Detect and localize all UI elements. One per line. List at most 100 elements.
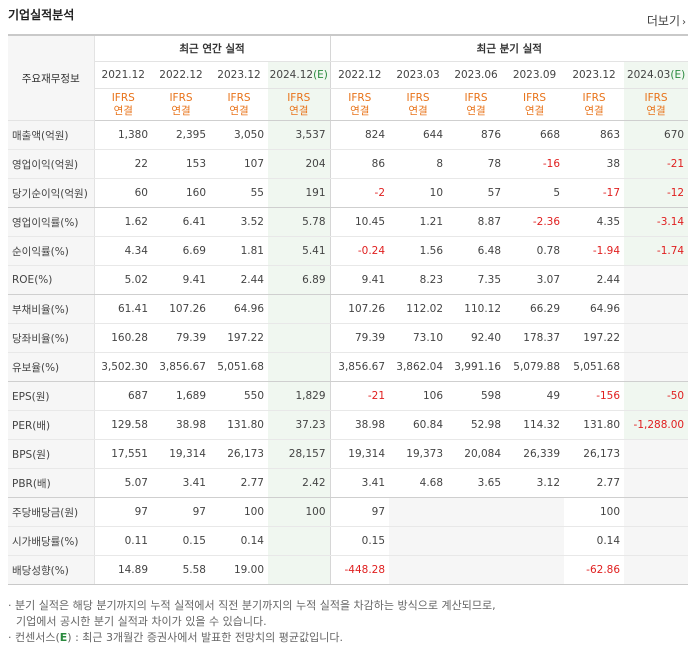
table-row: 영업이익(억원) 22 153 107 204 86 8 78 -16 38 -21 xyxy=(8,149,689,179)
value-cell: -156 xyxy=(564,381,625,411)
value-cell: 64.96 xyxy=(210,294,268,324)
value-cell: 2,395 xyxy=(152,120,210,150)
period-label: 2022.12 xyxy=(159,69,203,81)
value-cell: 79.39 xyxy=(152,323,210,353)
value-cell: -1.94 xyxy=(564,236,625,266)
value-cell: 687 xyxy=(94,381,152,411)
ifrs-label: IFRS xyxy=(522,91,547,104)
value-cell xyxy=(624,323,689,353)
footnote-1-cont: 기업에서 공시한 분기 실적과 차이가 있을 수 있습니다. xyxy=(16,615,267,628)
ifrs-label: IFRS xyxy=(227,91,251,104)
period-header: 2022.12 xyxy=(329,61,390,89)
value-cell: 8 xyxy=(389,149,448,179)
value-cell: 19,373 xyxy=(389,439,448,469)
value-cell: 26,173 xyxy=(210,439,268,469)
value-cell: 5,079.88 xyxy=(505,352,565,382)
consolidated-label: 연결 xyxy=(408,104,428,117)
value-cell: 5,051.68 xyxy=(564,352,625,382)
row-label: 시가배당률(%) xyxy=(8,526,95,556)
value-cell: -12 xyxy=(624,178,689,208)
consolidated-label: 연결 xyxy=(466,104,486,117)
value-cell: 6.48 xyxy=(447,236,506,266)
value-cell: 3,856.67 xyxy=(329,352,390,382)
value-cell: 28,157 xyxy=(268,439,331,469)
value-cell: 100 xyxy=(564,497,625,527)
value-cell: 9.41 xyxy=(329,265,390,295)
value-cell: -2.36 xyxy=(505,207,565,237)
more-label[interactable]: 더보기 xyxy=(646,14,680,28)
period-header: 2024.03(E) xyxy=(624,61,689,89)
value-cell: 129.58 xyxy=(94,410,152,440)
value-cell xyxy=(268,555,331,585)
value-cell: 26,339 xyxy=(505,439,565,469)
row-label: 당기순이익(억원) xyxy=(8,178,95,208)
value-cell: 191 xyxy=(268,178,331,208)
value-cell: 55 xyxy=(210,178,268,208)
value-cell xyxy=(447,526,506,556)
consolidated-label: 연결 xyxy=(229,104,249,117)
footnote-2-prefix: · 컨센서스( xyxy=(8,631,60,644)
period-label: 2023.09 xyxy=(512,69,557,81)
value-cell: 3.07 xyxy=(505,265,565,295)
value-cell xyxy=(389,526,448,556)
table-row: 당기순이익(억원) 60 160 55 191 -2 10 57 5 -17 -12 xyxy=(8,178,689,208)
quarter-group-header: 최근 분기 실적 xyxy=(329,35,689,62)
more-link[interactable]: 더보기 › xyxy=(647,12,686,29)
value-cell: 79.39 xyxy=(329,323,390,353)
period-header: 2023.03 xyxy=(389,61,448,89)
value-cell: 5.07 xyxy=(94,468,152,498)
value-cell: 20,084 xyxy=(447,439,506,469)
value-cell: 10.45 xyxy=(329,207,390,237)
row-label: 영업이익(억원) xyxy=(8,149,95,179)
value-cell xyxy=(624,439,689,469)
row-label: 영업이익률(%) xyxy=(8,207,95,237)
value-cell: 114.32 xyxy=(505,410,565,440)
value-cell: 2.42 xyxy=(268,468,331,498)
period-header-row: 2021.12 2022.12 2023.12 2024.12(E) 2022.12 20… xyxy=(8,61,689,89)
value-cell xyxy=(624,497,689,527)
row-label: PER(배) xyxy=(8,410,95,440)
row-label: 배당성향(%) xyxy=(8,555,95,585)
value-cell: 3,862.04 xyxy=(389,352,448,382)
estimate-mark: E xyxy=(59,631,68,644)
ifrs-header: IFRS 연결 xyxy=(624,88,689,121)
period-label: 2023.03 xyxy=(396,69,440,81)
value-cell: 5 xyxy=(505,178,565,208)
value-cell: 110.12 xyxy=(447,294,506,324)
value-cell: -16 xyxy=(505,149,565,179)
period-header: 2023.09 xyxy=(505,61,565,89)
value-cell: 100 xyxy=(210,497,268,527)
value-cell: 876 xyxy=(447,120,506,150)
period-label: 2023.12 xyxy=(217,69,261,81)
row-label: BPS(원) xyxy=(8,439,95,469)
value-cell: 64.96 xyxy=(564,294,625,324)
value-cell xyxy=(389,555,448,585)
value-cell: 1.21 xyxy=(389,207,448,237)
row-label: 순이익률(%) xyxy=(8,236,95,266)
value-cell: 1,689 xyxy=(152,381,210,411)
estimate-mark: (E) xyxy=(313,69,328,81)
table-row: BPS(원) 17,551 19,314 26,173 28,157 19,314 19,3… xyxy=(8,439,689,469)
period-label: 2024.03 xyxy=(626,69,671,81)
row-label: 유보율(%) xyxy=(8,352,95,382)
ifrs-label: IFRS xyxy=(644,91,668,104)
value-cell: 107 xyxy=(210,149,268,179)
value-cell: -0.24 xyxy=(329,236,390,266)
value-cell: 107.26 xyxy=(329,294,390,324)
value-cell: 824 xyxy=(329,120,390,150)
ifrs-header-row: IFRS 연결 IFRS 연결 IFRS 연결 IFRS 연결 IFRS 연결 IFRS 연결 IFRS… xyxy=(8,88,689,121)
value-cell: 3.41 xyxy=(152,468,210,498)
footnote-2-suffix: ) : 최근 3개월간 증권사에서 발표한 전망치의 평균값입니다. xyxy=(67,631,344,644)
value-cell: -50 xyxy=(624,381,689,411)
table-row: 유보율(%) 3,502.30 3,856.67 5,051.68 3,856.67 3,… xyxy=(8,352,689,382)
value-cell: 8.87 xyxy=(447,207,506,237)
period-label: 2021.12 xyxy=(101,69,145,81)
value-cell: 2.44 xyxy=(210,265,268,295)
value-cell: 6.69 xyxy=(152,236,210,266)
value-cell: 0.15 xyxy=(152,526,210,556)
ifrs-header: IFRS 연결 xyxy=(564,88,625,121)
value-cell: 160.28 xyxy=(94,323,152,353)
value-cell: 3.41 xyxy=(329,468,390,498)
value-cell: 100 xyxy=(268,497,331,527)
table-row: PER(배) 129.58 38.98 131.80 37.23 38.98 60.84 52… xyxy=(8,410,689,440)
